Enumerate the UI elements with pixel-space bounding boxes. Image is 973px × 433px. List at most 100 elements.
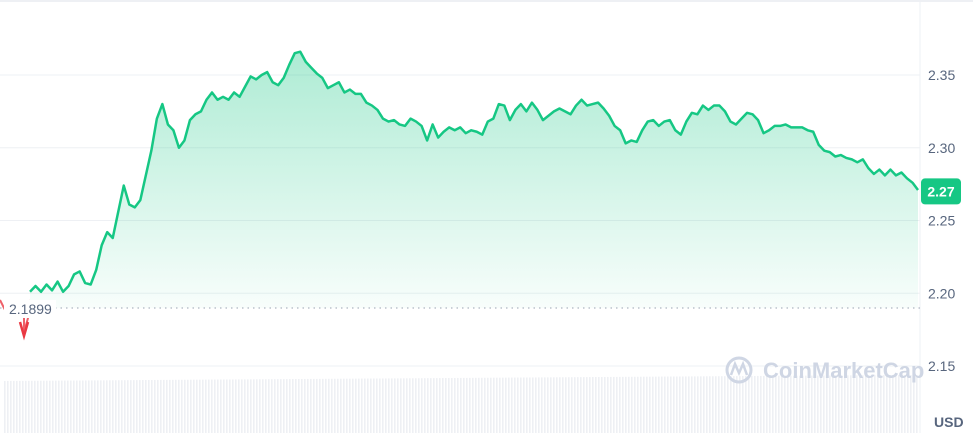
volume-bar [490,377,492,433]
volume-bar [778,375,780,433]
volume-bar [763,375,765,433]
volume-bar [229,379,231,433]
volume-bar [385,378,387,433]
volume-bar [409,378,411,433]
volume-bar [379,378,381,433]
volume-bar [484,377,486,433]
volume-bar [565,377,567,433]
volume-bar [283,379,285,433]
volume-bar [727,376,729,433]
volume-bar [292,379,294,433]
volume-bar [103,380,105,433]
volume-bars [4,375,918,433]
volume-bar [754,375,756,433]
volume-bar [805,375,807,433]
volume-bar [580,377,582,433]
volume-bar [733,376,735,433]
volume-bar [787,375,789,433]
volume-bar [58,380,60,433]
volume-bar [301,378,303,433]
y-tick-label: 2.20 [928,285,955,301]
volume-bar [772,375,774,433]
volume-bar [196,379,198,433]
volume-bar [43,380,45,433]
volume-bar [838,375,840,433]
volume-bar [244,379,246,433]
volume-bar [469,377,471,433]
volume-bar [199,379,201,433]
volume-bar [892,375,894,433]
volume-bar [13,380,15,433]
volume-bar [649,376,651,433]
volume-bar [451,377,453,433]
volume-bar [46,380,48,433]
volume-bar [862,375,864,433]
volume-bar [463,377,465,433]
volume-bar [460,377,462,433]
volume-bar [622,376,624,433]
volume-bar [523,377,525,433]
volume-bar [370,378,372,433]
volume-bar [799,375,801,433]
coinmarketcap-logo-icon [725,356,753,384]
volume-bar [544,377,546,433]
volume-bar [367,378,369,433]
volume-bar [598,377,600,433]
price-line [29,50,919,294]
volume-bar [712,376,714,433]
volume-bar [433,378,435,433]
volume-bar [628,376,630,433]
volume-bar [178,379,180,433]
volume-bar [202,379,204,433]
volume-bar [781,375,783,433]
volume-bar [259,379,261,433]
volume-bar [274,379,276,433]
volume-bar [856,375,858,433]
volume-bar [634,376,636,433]
volume-bar [337,378,339,433]
volume-bar [589,377,591,433]
volume-bar [190,379,192,433]
volume-bar [262,379,264,433]
volume-bar [586,377,588,433]
volume-bar [145,380,147,433]
volume-bar [268,379,270,433]
current-price-label: 2.27 [927,183,954,199]
volume-bar [826,375,828,433]
volume-bar [910,375,912,433]
volume-bar [163,379,165,433]
volume-bar [601,376,603,433]
volume-bar [310,378,312,433]
volume-bar [814,375,816,433]
volume-bar [643,376,645,433]
volume-bar [223,379,225,433]
volume-bar [169,379,171,433]
y-tick-label: 2.35 [928,67,955,83]
volume-bar [655,376,657,433]
volume-bar [871,375,873,433]
volume-bar [307,378,309,433]
volume-bar [304,378,306,433]
volume-bar [247,379,249,433]
volume-bar [280,379,282,433]
volume-bar [595,377,597,433]
volume-bar [118,380,120,433]
volume-bar [175,379,177,433]
volume-bar [817,375,819,433]
volume-bar [172,379,174,433]
volume-bar [556,377,558,433]
volume-bar [682,376,684,433]
volume-bar [583,377,585,433]
volume-bar [319,378,321,433]
volume-bar [850,375,852,433]
volume-bar [679,376,681,433]
volume-bar [298,379,300,433]
volume-bar [28,380,30,433]
price-area [30,51,918,308]
current-price-tag: 2.27 [921,178,961,205]
volume-bar [820,375,822,433]
volume-bar [766,375,768,433]
volume-bar [631,376,633,433]
volume-bar [748,376,750,433]
volume-bar [877,375,879,433]
